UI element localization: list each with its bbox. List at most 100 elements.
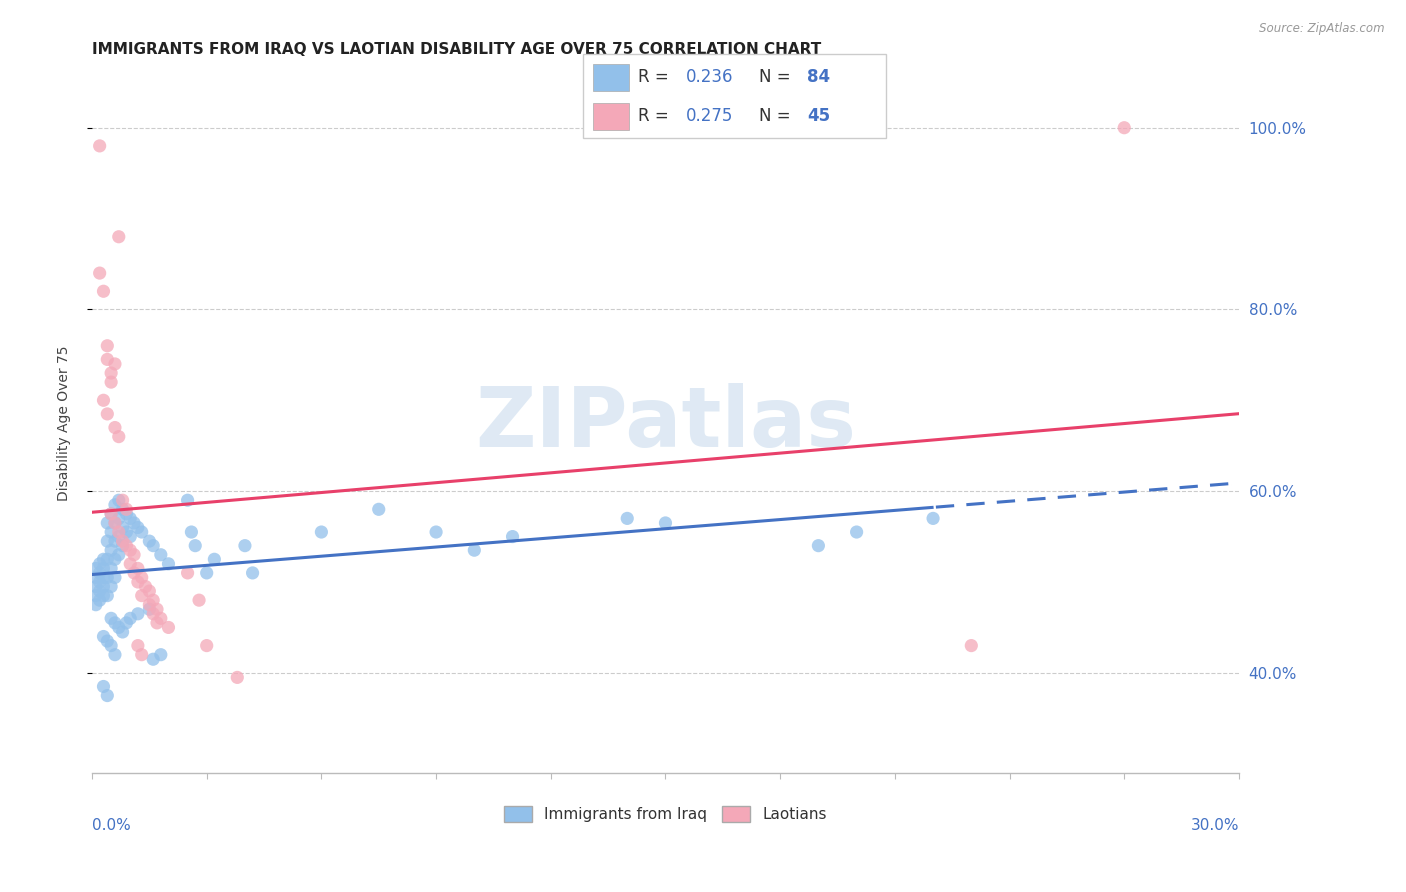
Point — [122, 516, 145, 530]
Point — [104, 552, 127, 566]
Text: 0.0%: 0.0% — [91, 818, 131, 833]
Point — [311, 524, 333, 539]
Point — [176, 493, 198, 508]
Point — [84, 570, 107, 584]
Point — [104, 534, 127, 549]
Point — [138, 602, 160, 616]
Point — [107, 429, 129, 443]
Point — [120, 611, 142, 625]
Point — [93, 589, 115, 603]
Point — [120, 511, 142, 525]
Point — [960, 639, 983, 653]
Point — [93, 552, 115, 566]
Point — [149, 548, 172, 562]
Point — [226, 670, 249, 684]
Point — [115, 539, 138, 553]
Point — [157, 620, 180, 634]
Point — [107, 530, 129, 544]
Point — [100, 639, 122, 653]
Point — [93, 680, 115, 694]
Text: 84: 84 — [807, 69, 831, 87]
Point — [89, 139, 111, 153]
Point — [142, 652, 165, 666]
Point — [115, 507, 138, 521]
Point — [104, 420, 127, 434]
Point — [93, 561, 115, 575]
Point — [122, 566, 145, 580]
Point — [100, 366, 122, 380]
Point — [84, 598, 107, 612]
Point — [202, 552, 225, 566]
Point — [142, 593, 165, 607]
Point — [120, 543, 142, 558]
Point — [107, 229, 129, 244]
Point — [111, 539, 134, 553]
Point — [96, 589, 118, 603]
Y-axis label: Disability Age Over 75: Disability Age Over 75 — [58, 345, 72, 500]
Point — [111, 493, 134, 508]
Point — [111, 624, 134, 639]
Text: 30.0%: 30.0% — [1191, 818, 1239, 833]
Point — [138, 584, 160, 599]
Point — [463, 543, 485, 558]
Point — [115, 615, 138, 630]
Point — [131, 589, 153, 603]
Point — [96, 552, 118, 566]
Point — [104, 648, 127, 662]
Point — [922, 511, 945, 525]
Point — [107, 620, 129, 634]
Point — [100, 580, 122, 594]
Text: N =: N = — [759, 107, 796, 125]
Point — [127, 607, 149, 621]
Point — [89, 266, 111, 280]
FancyBboxPatch shape — [592, 63, 628, 91]
Point — [111, 502, 134, 516]
Point — [1114, 120, 1136, 135]
Point — [84, 580, 107, 594]
Point — [807, 539, 830, 553]
Text: N =: N = — [759, 69, 796, 87]
Point — [111, 520, 134, 534]
Point — [149, 648, 172, 662]
Point — [131, 524, 153, 539]
Point — [131, 570, 153, 584]
FancyBboxPatch shape — [592, 103, 628, 130]
Point — [188, 593, 211, 607]
Point — [96, 516, 118, 530]
Point — [367, 502, 389, 516]
Point — [138, 534, 160, 549]
Point — [84, 589, 107, 603]
Point — [100, 375, 122, 389]
Point — [195, 639, 218, 653]
Point — [845, 524, 868, 539]
Point — [96, 534, 118, 549]
Text: 0.236: 0.236 — [686, 69, 734, 87]
Point — [127, 561, 149, 575]
Point — [138, 598, 160, 612]
Point — [142, 607, 165, 621]
Text: 45: 45 — [807, 107, 831, 125]
Point — [89, 584, 111, 599]
Point — [100, 507, 122, 521]
Point — [122, 548, 145, 562]
Point — [146, 602, 169, 616]
Point — [104, 615, 127, 630]
Point — [142, 539, 165, 553]
Point — [104, 516, 127, 530]
Point — [89, 557, 111, 571]
Point — [115, 524, 138, 539]
Text: ZIPatlas: ZIPatlas — [475, 383, 856, 464]
Point — [96, 689, 118, 703]
Text: 0.275: 0.275 — [686, 107, 734, 125]
Point — [107, 493, 129, 508]
Point — [93, 570, 115, 584]
Point — [104, 570, 127, 584]
Text: R =: R = — [638, 107, 673, 125]
Point — [100, 611, 122, 625]
Point — [93, 285, 115, 299]
Point — [100, 507, 122, 521]
Point — [96, 339, 118, 353]
Point — [127, 574, 149, 589]
Legend: Immigrants from Iraq, Laotians: Immigrants from Iraq, Laotians — [498, 800, 832, 828]
Point — [180, 524, 202, 539]
